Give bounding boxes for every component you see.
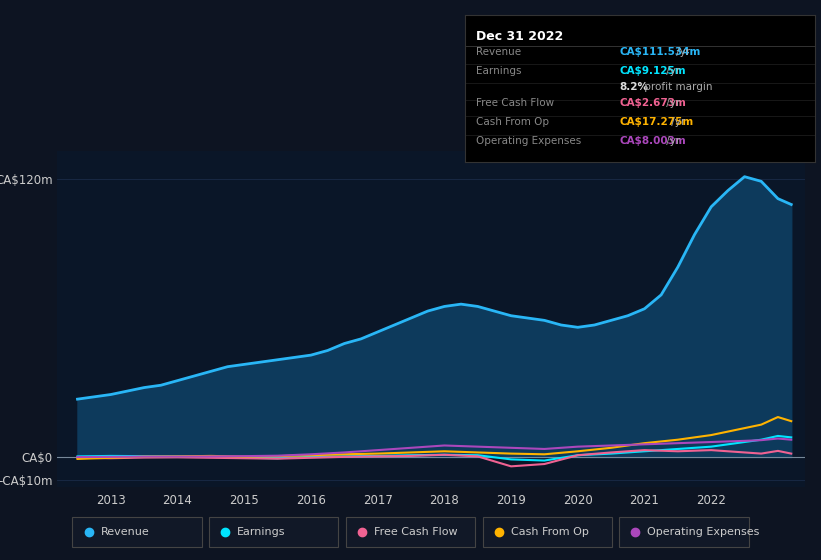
Text: 8.2%: 8.2% [619, 82, 648, 92]
Text: /yr: /yr [668, 117, 686, 127]
Text: Revenue: Revenue [100, 527, 149, 537]
Text: CA$111.534m: CA$111.534m [619, 46, 700, 57]
Text: CA$8.003m: CA$8.003m [619, 137, 686, 146]
Text: Earnings: Earnings [475, 66, 521, 76]
Text: Cash From Op: Cash From Op [475, 117, 548, 127]
Text: CA$17.275m: CA$17.275m [619, 117, 693, 127]
FancyBboxPatch shape [72, 517, 202, 547]
Text: Revenue: Revenue [475, 46, 521, 57]
Text: Earnings: Earnings [237, 527, 286, 537]
Text: Dec 31 2022: Dec 31 2022 [475, 30, 562, 43]
Text: CA$9.125m: CA$9.125m [619, 66, 686, 76]
FancyBboxPatch shape [483, 517, 612, 547]
Text: Operating Expenses: Operating Expenses [475, 137, 580, 146]
Text: /yr: /yr [663, 137, 681, 146]
FancyBboxPatch shape [619, 517, 749, 547]
Text: /yr: /yr [663, 66, 681, 76]
Text: Operating Expenses: Operating Expenses [647, 527, 759, 537]
Text: CA$2.673m: CA$2.673m [619, 98, 686, 108]
Text: Cash From Op: Cash From Op [511, 527, 589, 537]
Text: /yr: /yr [663, 98, 681, 108]
Text: /yr: /yr [672, 46, 690, 57]
Text: Free Cash Flow: Free Cash Flow [374, 527, 457, 537]
Text: Free Cash Flow: Free Cash Flow [475, 98, 553, 108]
FancyBboxPatch shape [209, 517, 338, 547]
FancyBboxPatch shape [346, 517, 475, 547]
Text: profit margin: profit margin [640, 82, 712, 92]
